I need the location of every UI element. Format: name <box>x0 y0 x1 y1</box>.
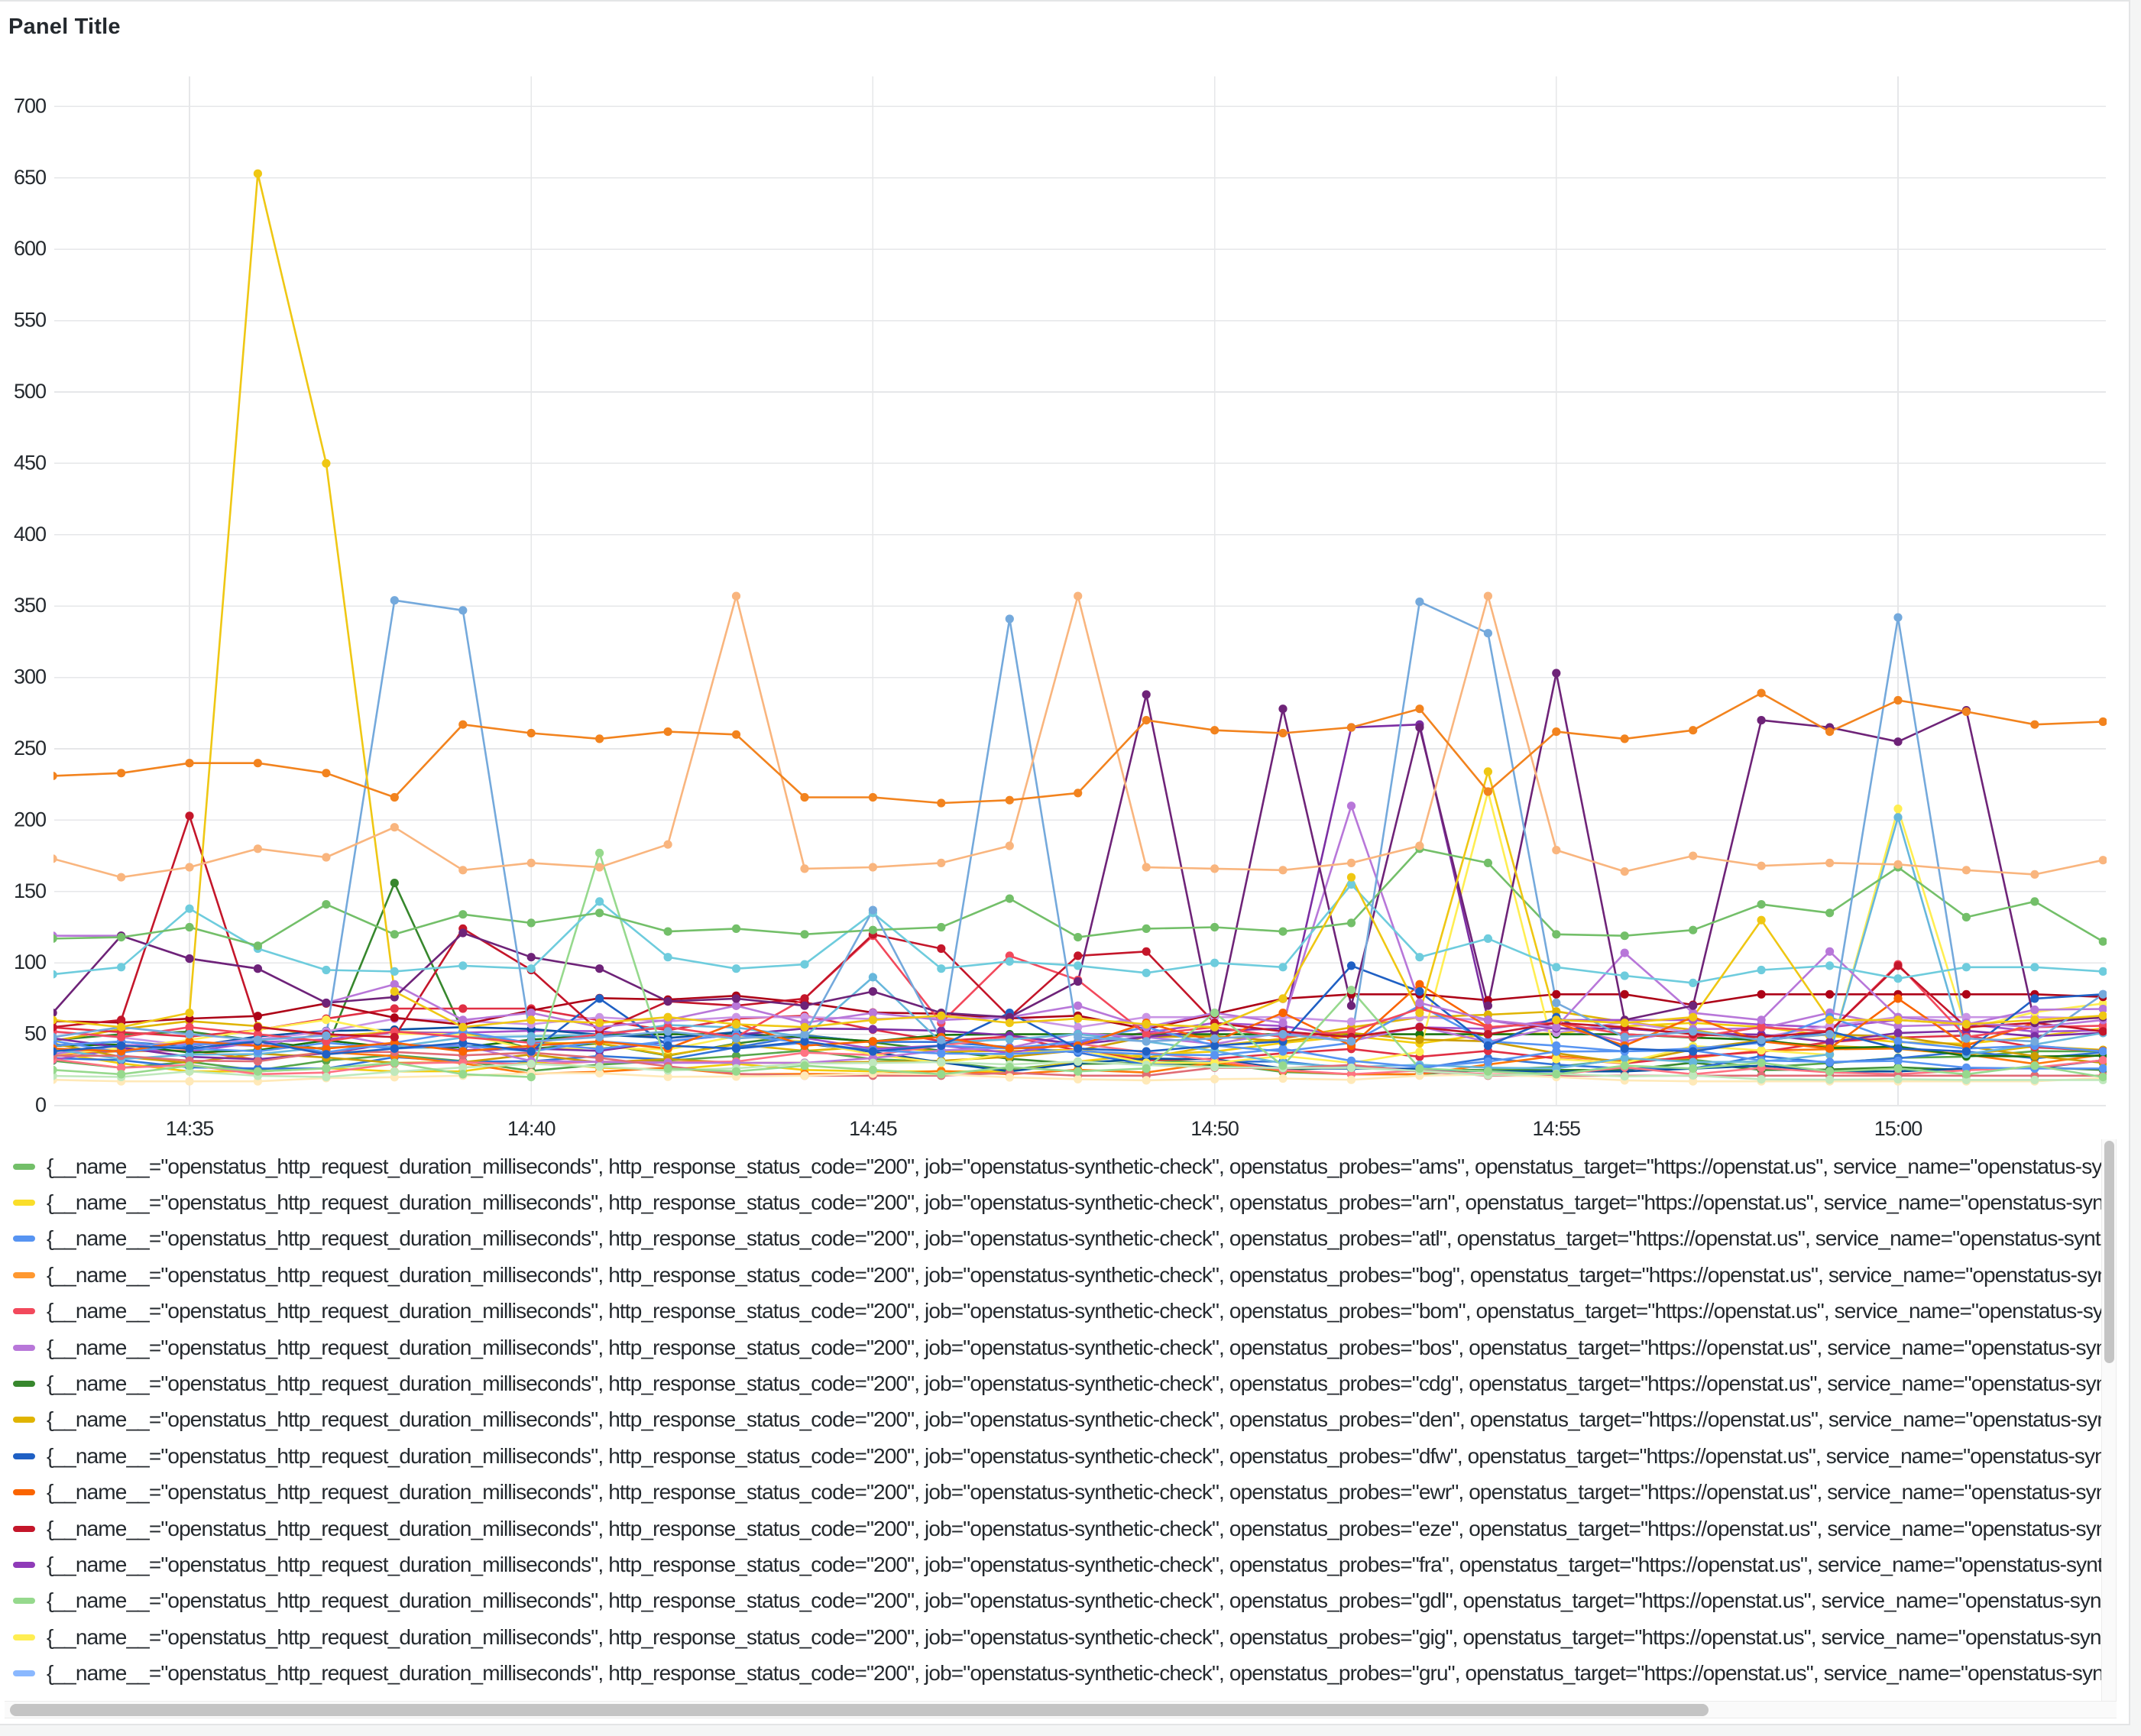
svg-text:650: 650 <box>14 166 46 189</box>
svg-text:200: 200 <box>14 808 46 831</box>
svg-text:14:35: 14:35 <box>166 1117 214 1140</box>
svg-text:400: 400 <box>14 523 46 546</box>
svg-text:0: 0 <box>35 1093 46 1116</box>
svg-text:300: 300 <box>14 666 46 688</box>
svg-text:14:45: 14:45 <box>849 1117 897 1140</box>
svg-text:14:50: 14:50 <box>1190 1117 1239 1140</box>
svg-text:500: 500 <box>14 380 46 403</box>
svg-text:14:40: 14:40 <box>507 1117 555 1140</box>
svg-text:350: 350 <box>14 594 46 617</box>
svg-text:600: 600 <box>14 237 46 260</box>
svg-text:150: 150 <box>14 879 46 902</box>
svg-text:50: 50 <box>24 1022 46 1045</box>
svg-text:15:00: 15:00 <box>1874 1117 1922 1140</box>
svg-text:450: 450 <box>14 451 46 474</box>
svg-text:250: 250 <box>14 737 46 760</box>
svg-text:100: 100 <box>14 951 46 973</box>
svg-text:14:55: 14:55 <box>1533 1117 1581 1140</box>
svg-text:550: 550 <box>14 309 46 332</box>
svg-text:700: 700 <box>14 94 46 117</box>
